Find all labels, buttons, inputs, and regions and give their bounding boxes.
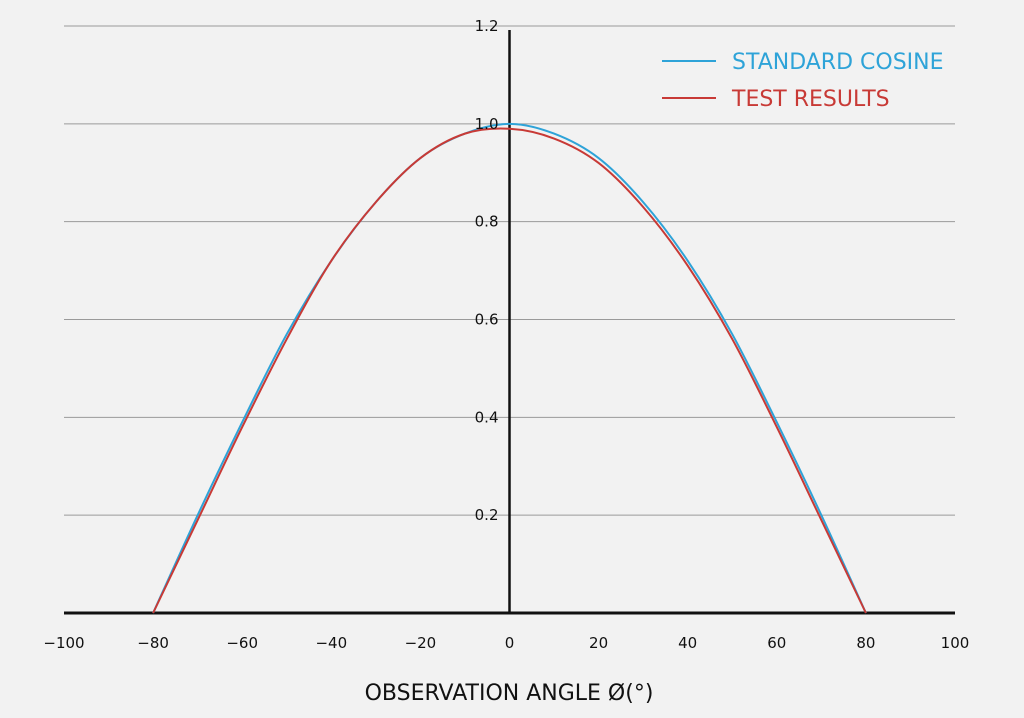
- x-tick-label-6: 20: [589, 634, 608, 652]
- legend: STANDARD COSINE TEST RESULTS: [662, 50, 944, 112]
- x-tick-label-1: −80: [137, 634, 169, 652]
- x-tick-label-2: −60: [226, 634, 258, 652]
- series-line-0: [152, 122, 867, 614]
- y-tick-label-3: 0.8: [475, 213, 499, 231]
- y-tick-label-1: 0.4: [475, 408, 499, 426]
- series-layer: [152, 122, 867, 614]
- x-tick-label-3: −40: [315, 634, 347, 652]
- x-tick-label-10: 100: [941, 634, 970, 652]
- axes: [64, 30, 955, 615]
- series-line-1: [152, 127, 867, 614]
- tick-labels: −100 −80 −60 −40 −20 0 20 40 60 80 100 0.2 0.4 0.6 0.8…: [43, 17, 969, 652]
- x-axis-title: OBSERVATION ANGLE Ø(°): [365, 681, 654, 706]
- x-tick-label-4: −20: [405, 634, 437, 652]
- x-tick-label-9: 80: [856, 634, 875, 652]
- x-tick-label-0: −100: [43, 634, 84, 652]
- x-tick-label-5: 0: [505, 634, 515, 652]
- y-tick-label-2: 0.6: [475, 311, 499, 329]
- y-tick-label-5: 1.2: [475, 17, 499, 35]
- y-tick-label-4: 1.0: [475, 115, 499, 133]
- legend-label-1: TEST RESULTS: [731, 87, 890, 112]
- y-tick-label-0: 0.2: [475, 506, 499, 524]
- x-tick-label-8: 60: [767, 634, 786, 652]
- x-tick-label-7: 40: [678, 634, 697, 652]
- legend-label-0: STANDARD COSINE: [732, 50, 944, 75]
